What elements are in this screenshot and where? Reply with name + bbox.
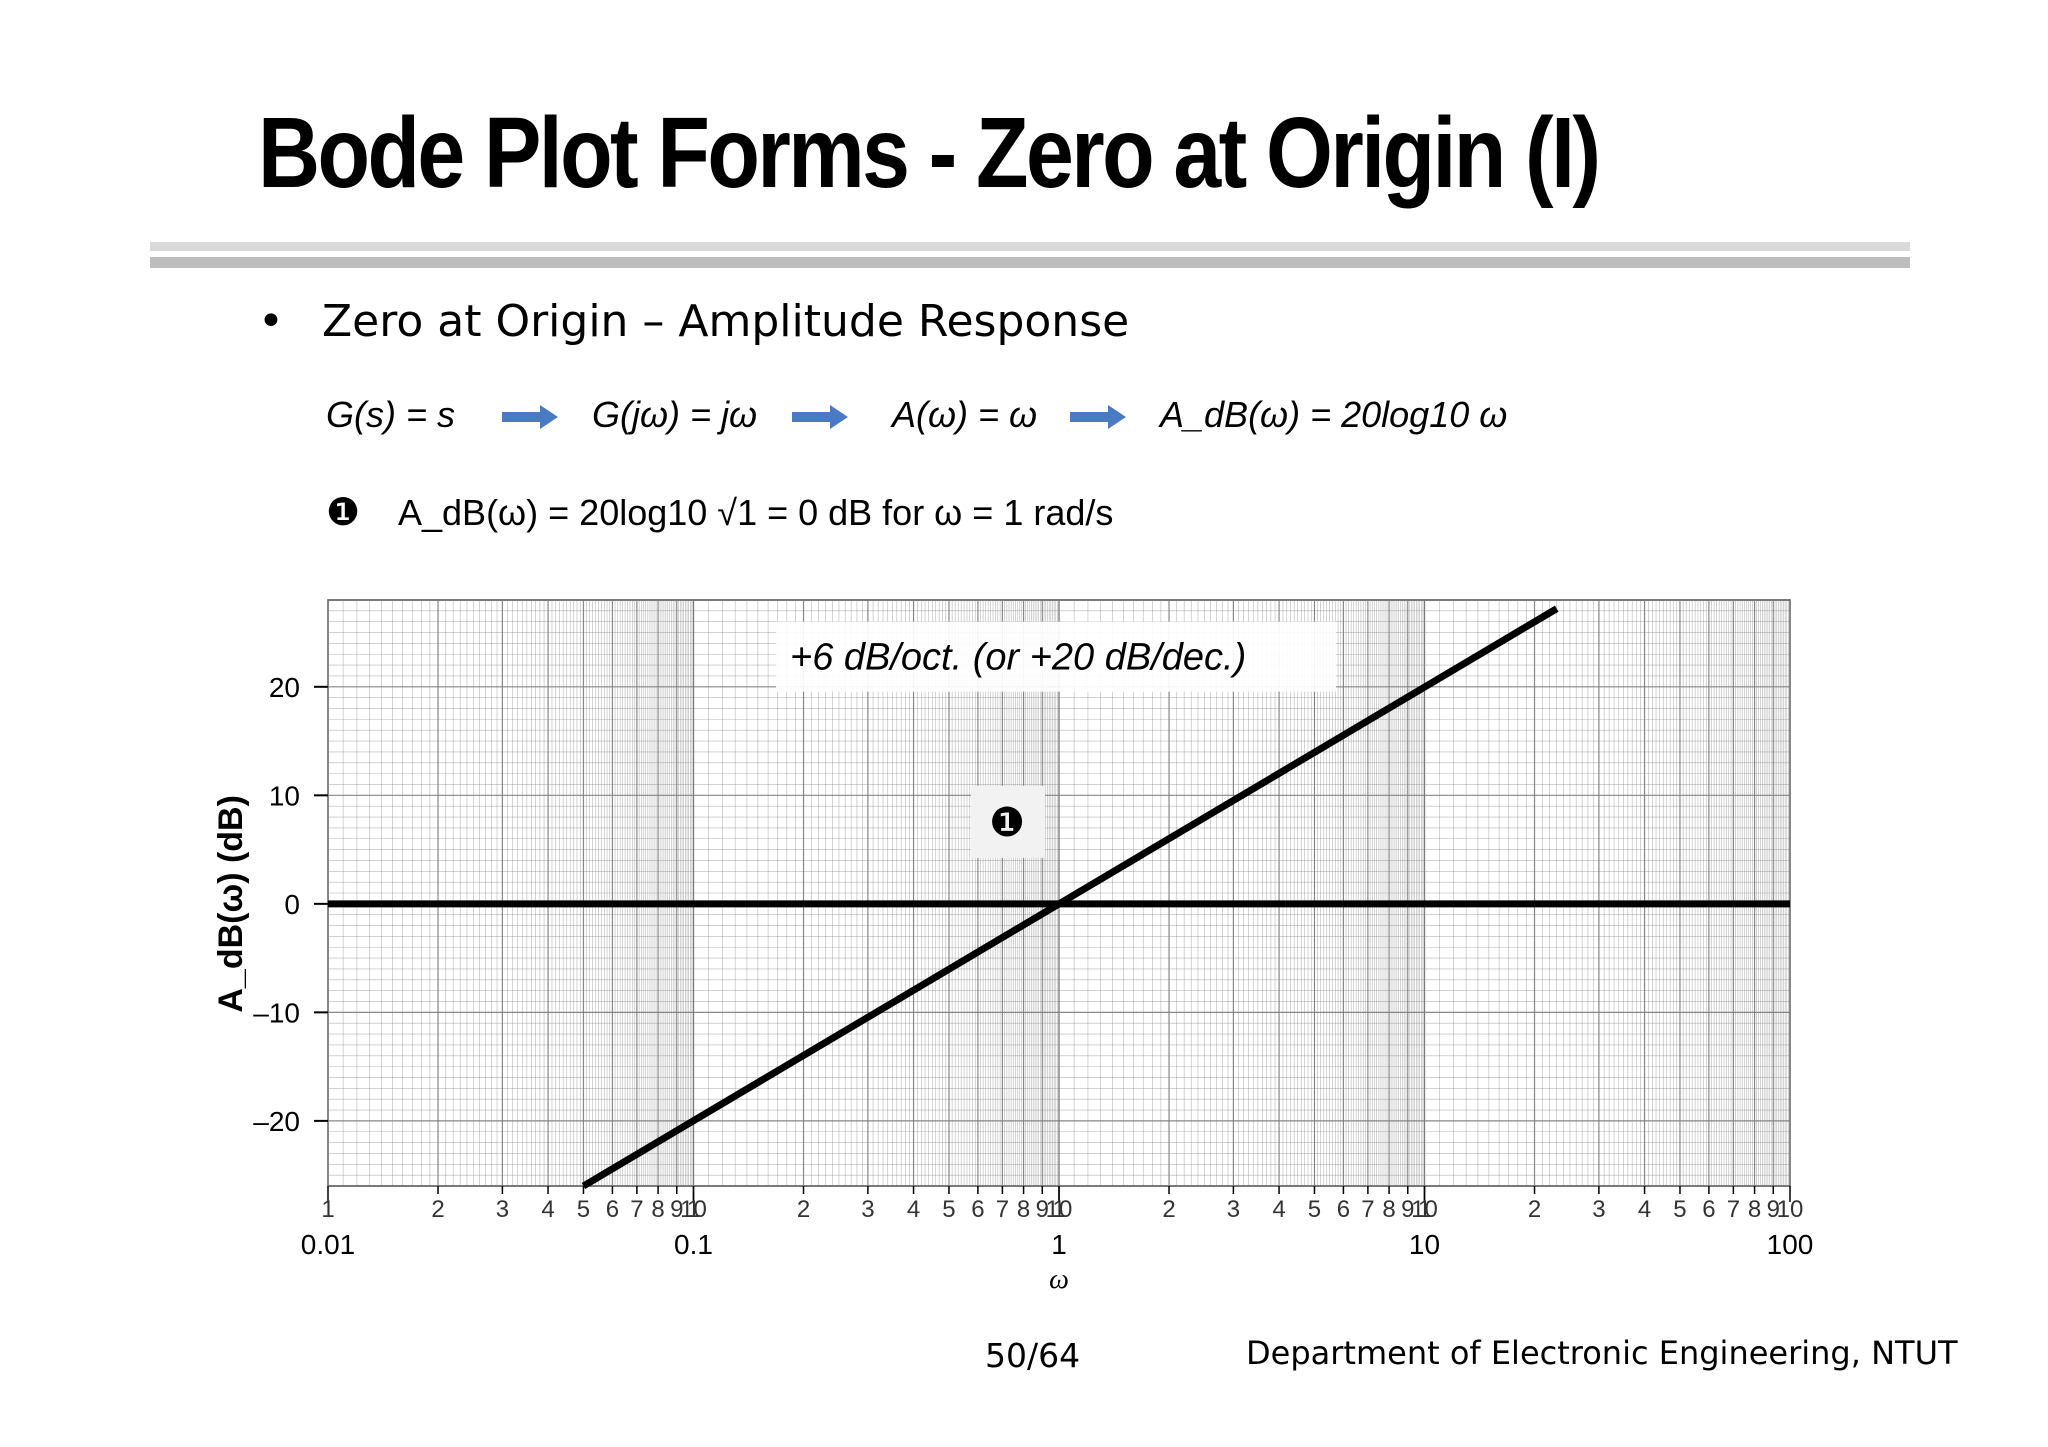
- x-minor-tick-label: 6: [1702, 1196, 1715, 1223]
- y-tick-label: 0: [284, 889, 300, 920]
- y-axis-label: A_dB(ω) (dB): [212, 795, 250, 1013]
- x-minor-tick-label: 6: [606, 1196, 619, 1223]
- x-minor-tick-label: 8: [651, 1196, 664, 1223]
- slide-title: Bode Plot Forms - Zero at Origin (I): [258, 97, 1601, 209]
- marker-one-icon: ❶: [326, 492, 361, 534]
- equation-4: A_dB(ω) = 20log10 ω: [1160, 394, 1508, 435]
- x-minor-tick-label: 8: [1017, 1196, 1030, 1223]
- y-tick-label: 20: [269, 672, 300, 703]
- x-minor-tick-label: 6: [1337, 1196, 1350, 1223]
- x-minor-tick-label: 9: [670, 1196, 683, 1223]
- footer-department: Department of Electronic Engineering, NT…: [1246, 1334, 1958, 1372]
- x-minor-tick-label: 5: [1673, 1196, 1686, 1223]
- x-axis-label: ω: [1049, 1264, 1069, 1295]
- x-minor-tick-label: 8: [1748, 1196, 1761, 1223]
- x-minor-tick-label: 7: [996, 1196, 1009, 1223]
- equation-1: G(s) = s: [326, 394, 456, 435]
- x-decade-label: 1: [1051, 1229, 1067, 1260]
- x-minor-tick-label: 1: [1052, 1196, 1065, 1223]
- y-tick-label: –20: [253, 1106, 300, 1137]
- x-decade-label: 0.01: [301, 1229, 356, 1260]
- chart-series: [328, 605, 1790, 1190]
- x-minor-tick-label: 7: [630, 1196, 643, 1223]
- x-minor-tick-label: 9: [1767, 1196, 1780, 1223]
- x-minor-tick-label: 5: [577, 1196, 590, 1223]
- y-tick-label: –10: [253, 997, 300, 1028]
- x-minor-tick-label: 4: [907, 1196, 920, 1223]
- x-minor-tick-label: 3: [496, 1196, 509, 1223]
- marker-equation: A_dB(ω) = 20log10 √1 = 0 dB for ω = 1 ra…: [398, 492, 1114, 533]
- marker-background: [971, 785, 1045, 858]
- x-minor-tick-label: 9: [1401, 1196, 1414, 1223]
- x-minor-tick-label: 8: [1382, 1196, 1395, 1223]
- x-decade-label: 10: [1409, 1229, 1440, 1260]
- title-divider-bottom: [150, 257, 1910, 268]
- x-minor-tick-label: 3: [861, 1196, 874, 1223]
- bullet-text: Zero at Origin – Amplitude Response: [322, 296, 1130, 347]
- equation-3: A(ω) = ω: [892, 394, 1038, 435]
- x-minor-tick-label: 3: [1227, 1196, 1240, 1223]
- x-minor-tick-label: 10: [680, 1196, 707, 1223]
- bullet-item: • Zero at Origin – Amplitude Response: [258, 296, 1129, 347]
- x-minor-tick-label: 3: [1592, 1196, 1605, 1223]
- y-tick-label: 10: [269, 780, 300, 811]
- annotation-background: [776, 621, 1336, 692]
- x-minor-tick-label: 10: [1046, 1196, 1073, 1223]
- arrow-right-icon: [1070, 405, 1126, 429]
- arrow-right-icon: [502, 405, 558, 429]
- x-decade-label: 100: [1767, 1229, 1814, 1260]
- x-minor-tick-label: 1: [687, 1196, 700, 1223]
- x-minor-tick-label: 2: [1162, 1196, 1175, 1223]
- x-decade-label: 0.1: [674, 1229, 713, 1260]
- x-minor-tick-label: 5: [1308, 1196, 1321, 1223]
- equation-2: G(jω) = jω: [592, 394, 758, 435]
- series-line-zero-at-origin: [581, 605, 1559, 1190]
- x-minor-tick-label: 2: [1528, 1196, 1541, 1223]
- x-minor-tick-label: 4: [541, 1196, 554, 1223]
- x-minor-tick-label: 6: [971, 1196, 984, 1223]
- x-minor-tick-label: 9: [1036, 1196, 1049, 1223]
- slope-annotation: +6 dB/oct. (or +20 dB/dec.): [790, 637, 1246, 679]
- arrow-right-icon: [792, 405, 848, 429]
- title-divider-top: [150, 242, 1910, 251]
- x-minor-tick-label: 10: [1411, 1196, 1438, 1223]
- x-minor-tick-label: 7: [1727, 1196, 1740, 1223]
- x-minor-tick-label: 10: [1777, 1196, 1804, 1223]
- x-minor-tick-label: 4: [1638, 1196, 1651, 1223]
- page-number: 50/64: [985, 1336, 1081, 1375]
- bullet-dot-icon: •: [258, 296, 284, 347]
- x-minor-tick-label: 1: [321, 1196, 334, 1223]
- x-minor-tick-label: 4: [1272, 1196, 1285, 1223]
- chart-ticks: [314, 685, 1791, 1202]
- marker-one-label: ❶: [989, 800, 1025, 846]
- x-minor-tick-label: 2: [431, 1196, 444, 1223]
- x-minor-tick-label: 7: [1361, 1196, 1374, 1223]
- x-minor-tick-label: 2: [797, 1196, 810, 1223]
- x-minor-tick-label: 1: [1418, 1196, 1431, 1223]
- x-minor-tick-label: 5: [942, 1196, 955, 1223]
